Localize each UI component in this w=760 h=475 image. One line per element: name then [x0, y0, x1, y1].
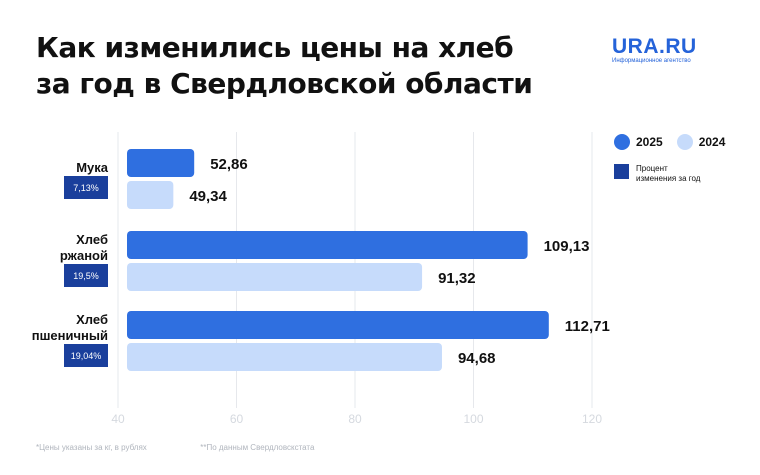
legend-swatch-2024 [676, 134, 693, 150]
chart-bars: 52,86 49,34 109,13 91,32 112,71 94,68 [127, 149, 610, 371]
x-tick-label-120: 120 [582, 412, 602, 426]
chart-category-labels: Мука7,13%Хлебржаной19,5%Хлебпшеничный19,… [32, 160, 109, 367]
category-label-2-line-0: Хлеб [76, 312, 108, 327]
data-label-2025-1: 109,13 [544, 238, 590, 255]
legend-percent-row: Процент изменения за год [614, 164, 746, 184]
bar-2025-2 [127, 311, 549, 339]
percent-badge-1 [64, 264, 108, 287]
chart-title-line-2: за год в Свердловской области [36, 67, 533, 100]
x-tick-label-40: 40 [111, 412, 125, 426]
x-tick-label-100: 100 [463, 412, 483, 426]
brand-logo-tagline: Информационное агентство [612, 58, 691, 64]
brand-logo[interactable]: URA.RU Информационное агентство [612, 36, 732, 65]
bar-2024-2 [127, 343, 442, 371]
legend-swatch-percent [614, 164, 629, 179]
chart-title-line-1: Как изменились цены на хлеб [36, 31, 514, 64]
legend-label-percent: Процент изменения за год [636, 164, 746, 184]
percent-badge-label-1: 19,5% [73, 271, 99, 281]
footnote-source: **По данным Свердловскстата [200, 443, 315, 452]
legend-label-percent-line-1: Процент [636, 164, 668, 173]
legend-swatch-2025 [614, 134, 630, 150]
bar-2024-0 [127, 181, 174, 209]
x-tick-label-60: 60 [230, 412, 244, 426]
legend-label-percent-line-2: изменения за год [636, 174, 701, 183]
brand-logo-name: URA.RU [612, 35, 697, 58]
percent-badge-2 [64, 344, 108, 367]
data-label-2025-2: 112,71 [565, 318, 610, 335]
legend-label-2025: 2025 [636, 135, 663, 149]
percent-badge-label-0: 7,13% [73, 183, 99, 193]
category-label-0-line-0: Мука [76, 160, 109, 175]
percent-badge-label-2: 19,04% [71, 351, 102, 361]
data-label-2024-0: 49,34 [189, 188, 227, 205]
data-label-2024-2: 94,68 [458, 350, 496, 367]
bar-2024-1 [127, 263, 423, 291]
bar-2025-0 [127, 149, 195, 177]
data-label-2024-1: 91,32 [438, 270, 476, 287]
footnotes: *Цены указаны за кг, в рублях **По данны… [36, 443, 314, 452]
data-label-2025-0: 52,86 [210, 156, 248, 173]
legend-label-2024: 2024 [698, 135, 726, 149]
percent-badge-0 [64, 176, 108, 199]
bar-2025-1 [127, 231, 528, 259]
chart-legend: 2025 2024 Процент изменения за год [614, 134, 746, 184]
chart-title: Как изменились цены на хлеб за год в Све… [36, 30, 596, 102]
footnote-units: *Цены указаны за кг, в рублях [36, 443, 147, 452]
chart-x-tick-labels: 40 60 80 100 120 [111, 412, 602, 426]
category-label-2-line-1: пшеничный [32, 328, 108, 343]
x-tick-label-80: 80 [348, 412, 362, 426]
category-label-1-line-1: ржаной [60, 248, 108, 263]
legend-series-row: 2025 2024 [614, 134, 746, 150]
category-label-1-line-0: Хлеб [76, 232, 108, 247]
